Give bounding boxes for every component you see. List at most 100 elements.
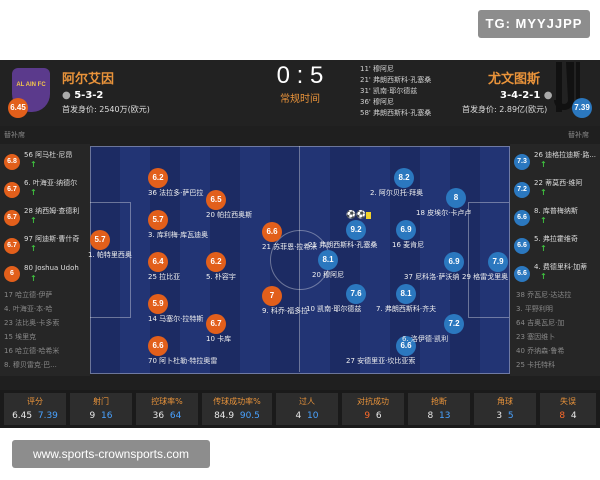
pitch: 5.7 1. 帕特里西奥 6.2 36 法拉多·萨巴拉 5.7 3. 库利梅·库… xyxy=(88,146,510,374)
home-formation: ● 5-3-2 xyxy=(62,90,103,101)
player-name: 2. 阿尔贝托·拜奥 xyxy=(370,189,424,197)
bench-row[interactable]: 6.7 6. 叶海亚·纳德尔 ↑ xyxy=(0,176,90,204)
stat-away: 4 xyxy=(570,411,577,421)
stat-dribbles[interactable]: 过人 4 10 xyxy=(276,393,338,425)
stat-errors[interactable]: 失误 8 4 xyxy=(540,393,596,425)
bench-player[interactable]: 23 塞因维卜 xyxy=(516,333,556,341)
sub-in-icon: ↑ xyxy=(30,274,37,283)
player-away[interactable]: 8 18 皮埃尔·卡卢卢 xyxy=(416,188,471,218)
player-name: 14 马塞尔·拉特斯 xyxy=(148,315,204,323)
bench-row[interactable]: 6.8 56 阿马杜·尼昂 ↑ xyxy=(0,148,90,176)
home-penalty-box xyxy=(90,202,131,318)
player-name: 7. 弗朗西斯科·齐夫 xyxy=(376,305,437,313)
player-away[interactable]: 8.1 20 穆阿尼 xyxy=(312,250,344,280)
away-team-value: 首发身价: 2.89亿(欧元) xyxy=(462,105,548,114)
player-home[interactable]: 6.6 21 苏菲恩·拉希米 xyxy=(262,222,317,252)
stat-away: 90.5 xyxy=(239,411,260,421)
player-rating: 6.4 xyxy=(148,252,168,272)
player-away[interactable]: 7.9 29 格雷戈里奥 xyxy=(462,252,508,282)
bench-player[interactable]: 17 哈立德·伊萨 xyxy=(4,291,53,299)
stat-possession[interactable]: 控球率% 36 64 xyxy=(136,393,198,425)
player-home[interactable]: 6.2 36 法拉多·萨巴拉 xyxy=(148,168,203,198)
player-home[interactable]: 6.4 25 拉比亚 xyxy=(148,252,180,282)
player-name: 29 格雷戈里奥 xyxy=(462,273,509,281)
player-home[interactable]: 7 9. 科乔·福多拉 xyxy=(262,286,308,316)
away-team-name[interactable]: 尤文图斯 xyxy=(488,72,541,87)
bench-row[interactable]: 6.7 97 阿迪斯·曹什奇 ↑ xyxy=(0,232,90,260)
away-team-logo[interactable] xyxy=(552,62,582,118)
stat-home: 6.45 xyxy=(12,411,33,421)
sub-in-icon: ↑ xyxy=(30,160,37,169)
player-away[interactable]: 9.2 21 弗朗西斯科·孔塞桑 xyxy=(308,220,377,250)
bench-player[interactable]: 15 埃里克 xyxy=(4,333,37,341)
player-away[interactable]: 7.6 10 凯南·耶尔德兹 xyxy=(306,284,366,314)
home-team-name[interactable]: 阿尔艾因 xyxy=(62,72,115,87)
player-home[interactable]: 6.7 10 卡库 xyxy=(206,314,231,344)
match-score: 0 : 5 xyxy=(276,62,324,89)
player-name: 21 苏菲恩·拉希米 xyxy=(262,243,318,251)
bench-player[interactable]: 16 哈立德·哈希米 xyxy=(4,347,60,355)
player-rating: 8.2 xyxy=(394,168,414,188)
stat-values: 8 13 xyxy=(408,411,470,421)
goal-ball-icon: ⚽⚽ xyxy=(346,210,366,219)
player-name: 10 卡库 xyxy=(206,335,232,343)
player-rating: 8.1 xyxy=(396,284,416,304)
bench-row[interactable]: 6 80 Joshua Udoh ↑ xyxy=(0,260,90,286)
player-rating: 6.6 xyxy=(396,336,416,356)
player-away[interactable]: 7.2 6. 洛伊德·凯利 xyxy=(402,314,464,344)
stat-label: 过人 xyxy=(299,397,315,406)
bench-player[interactable]: 25 卡托特科 xyxy=(516,361,556,369)
bench-row[interactable]: 6.6 8. 库普梅纳斯 ↑ xyxy=(510,204,600,232)
stat-duels-won[interactable]: 对抗成功 9 6 xyxy=(342,393,404,425)
bench-rating: 6.8 xyxy=(4,154,20,170)
player-away[interactable]: 6.9 37 尼科洛·萨沃纳 xyxy=(404,252,464,282)
player-home[interactable]: 6.5 20 帕拉西奥斯 xyxy=(206,190,252,220)
goal-event: 21' 弗朗西斯科·孔塞桑 xyxy=(360,76,432,84)
bench-row[interactable]: 6.6 4. 费德里科·加蒂 ↑ xyxy=(510,260,600,286)
player-away[interactable]: 8.2 2. 阿尔贝托·拜奥 xyxy=(370,168,423,198)
player-home[interactable]: 5.9 14 马塞尔·拉特斯 xyxy=(148,294,203,324)
stat-tackles[interactable]: 抢断 8 13 xyxy=(408,393,470,425)
stat-home: 8 xyxy=(559,411,566,421)
bench-player[interactable]: 8. 穆贝雷克·巴... xyxy=(4,361,57,369)
yellow-card-icon xyxy=(366,212,371,219)
stat-values: 6.45 7.39 xyxy=(4,411,66,421)
bench-player[interactable]: 23 法比奥·卡多索 xyxy=(4,319,60,327)
stat-home: 36 xyxy=(152,411,165,421)
stat-pass-accuracy[interactable]: 传球成功率% 84.9 90.5 xyxy=(202,393,272,425)
player-away[interactable]: 8.1 7. 弗朗西斯科·齐夫 xyxy=(376,284,436,314)
home-logo-text: AL AIN FC xyxy=(16,82,46,88)
stat-rating[interactable]: 评分 6.45 7.39 xyxy=(4,393,66,425)
bench-rating: 7.2 xyxy=(514,182,530,198)
player-home[interactable]: 6.2 5. 朴容宇 xyxy=(206,252,236,282)
away-team-rating: 7.39 xyxy=(572,98,592,118)
sub-in-icon: ↑ xyxy=(540,188,547,197)
player-home[interactable]: 5.7 3. 库利梅·库瓦迪奥 xyxy=(148,210,208,240)
bench-player: 26 迪格拉迪斯·路... xyxy=(534,151,597,159)
bench-rating: 6.6 xyxy=(514,238,530,254)
home-team-value: 首发身价: 2540万(欧元) xyxy=(62,105,150,114)
player-rating: 6.6 xyxy=(148,336,168,356)
bench-row[interactable]: 7.3 26 迪格拉迪斯·路... ↑ xyxy=(510,148,600,176)
bench-row[interactable]: 6.6 5. 弗拉霍维奇 ↑ xyxy=(510,232,600,260)
stat-corners[interactable]: 角球 3 5 xyxy=(474,393,536,425)
player-name: 1. 帕特里西奥 xyxy=(88,251,132,259)
player-home[interactable]: 6.6 70 阿卜杜勒·特拉奥雷 xyxy=(148,336,217,366)
bench-row[interactable]: 7.2 22 蒂莫西·维阿 ↑ xyxy=(510,176,600,204)
bench-player[interactable]: 40 乔纳森·鲁希 xyxy=(516,347,565,355)
stat-away: 5 xyxy=(507,411,514,421)
player-home[interactable]: 5.7 1. 帕特里西奥 xyxy=(88,230,132,260)
bench-player[interactable]: 38 乔瓦尼·达达拉 xyxy=(516,291,572,299)
stat-shots[interactable]: 射门 9 16 xyxy=(70,393,132,425)
bench-player[interactable]: 4. 叶海亚·本·哈 xyxy=(4,305,53,313)
bench-player[interactable]: 3. 平野利明 xyxy=(516,305,553,313)
player-rating: 9.2 xyxy=(346,220,366,240)
bench-row[interactable]: 6.7 28 纳西姆·查德利 ↑ xyxy=(0,204,90,232)
player-rating: 6.2 xyxy=(206,252,226,272)
player-away[interactable]: 6.6 27 安德里亚·坎比亚索 xyxy=(346,336,416,366)
sub-in-icon: ↑ xyxy=(30,244,37,253)
match-app: AL AIN FC 6.45 阿尔艾因 ● 5-3-2 首发身价: 2540万(… xyxy=(0,60,600,428)
player-away[interactable]: 6.9 16 麦肯尼 xyxy=(392,220,424,250)
bench-player[interactable]: 64 吉奥瓦尼·加 xyxy=(516,319,565,327)
player-rating: 5.7 xyxy=(90,230,110,250)
